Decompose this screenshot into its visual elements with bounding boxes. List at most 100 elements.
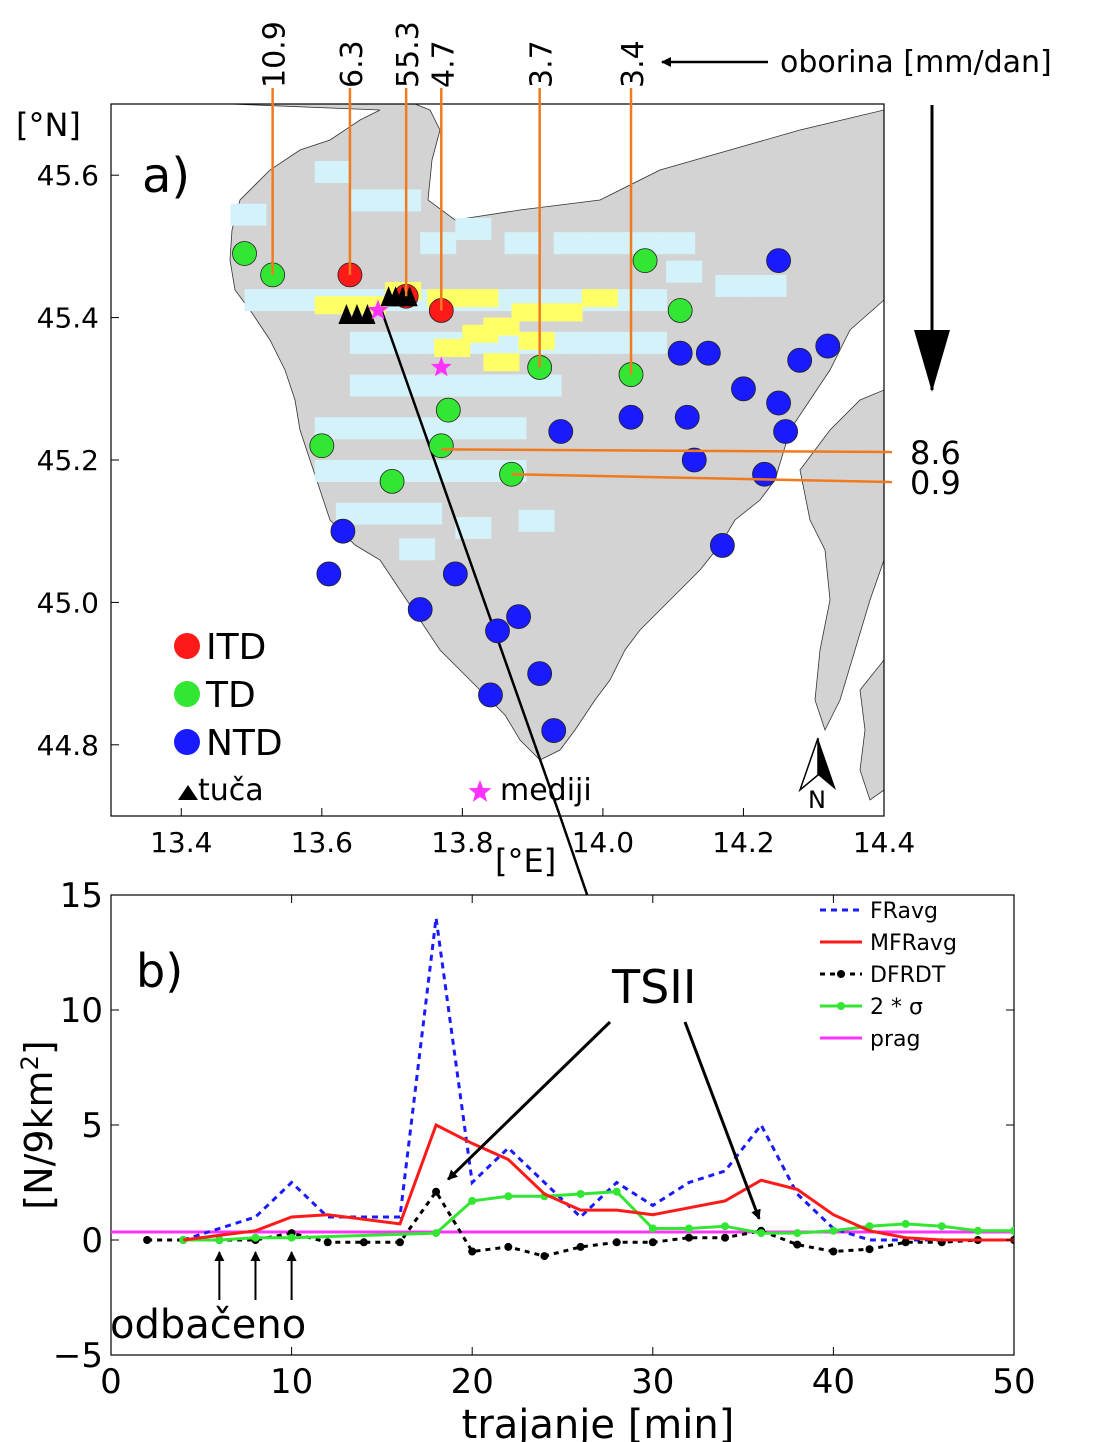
ntd-station xyxy=(787,347,813,373)
td-stations xyxy=(232,241,693,494)
map-x-tick-label: 13.6 xyxy=(291,826,353,859)
precip-light-cell xyxy=(455,217,492,240)
map-y-ticks: 45.6 45.4 45.2 45.0 44.8 xyxy=(37,159,119,762)
map-y-tick-label: 45.6 xyxy=(37,159,99,192)
chart-y-tick-label: 0 xyxy=(81,1221,103,1261)
odbaceno-arrows xyxy=(214,1251,297,1300)
legend-media-marker xyxy=(468,780,492,802)
north-label: N xyxy=(808,786,826,814)
map-x-tick-label: 14.2 xyxy=(712,826,774,859)
chart-y-tick-label: 15 xyxy=(60,876,103,916)
chart-x-tick-label: 50 xyxy=(992,1362,1035,1402)
precip-side-leaders xyxy=(441,448,893,484)
precip-light-cell xyxy=(490,417,527,440)
series-point-dfrdt xyxy=(468,1247,477,1256)
series-point-2 xyxy=(793,1229,802,1238)
precip-heavy-cell xyxy=(462,324,499,343)
precip-light-cell xyxy=(349,460,386,482)
map-y-tick-label: 45.2 xyxy=(37,444,99,477)
series-point-2 xyxy=(721,1222,730,1231)
precip-value-label: 55.3 xyxy=(391,21,426,88)
map-x-tick-label: 14.4 xyxy=(853,826,915,859)
series-point-2 xyxy=(612,1187,621,1196)
north-arrow: N xyxy=(798,737,836,814)
precip-title: oborina [mm/dan] xyxy=(780,45,1052,80)
hail-marker xyxy=(401,286,418,307)
chart-x-tick-label: 30 xyxy=(631,1362,674,1402)
precip-light-cell xyxy=(349,374,386,397)
ntd-station xyxy=(506,604,531,630)
hail-marker xyxy=(359,304,376,325)
legend-label: MFRavg xyxy=(870,931,957,956)
chart-y-ticks: 15 10 5 0 −5 xyxy=(53,876,1014,1376)
ntd-station xyxy=(773,419,799,444)
chart-frame xyxy=(110,894,1015,1356)
legend-ntd-label: NTD xyxy=(206,723,283,764)
series-point-dfrdt xyxy=(648,1238,657,1247)
ntd-station xyxy=(316,561,342,587)
ntd-station xyxy=(618,404,644,430)
series-point-2 xyxy=(1010,1226,1014,1235)
ntd-station xyxy=(815,333,841,359)
series-point-dfrdt xyxy=(901,1238,910,1247)
series-point-dfrdt xyxy=(865,1245,874,1254)
losinj-island xyxy=(859,659,884,801)
ntd-station xyxy=(766,248,791,274)
series-point-dfrdt xyxy=(829,1247,838,1256)
series-point-2 xyxy=(973,1226,982,1235)
map-x-tick-label: 13.4 xyxy=(150,826,212,859)
x-unit-label: [°E] xyxy=(495,842,556,880)
precip-heavy-cell xyxy=(314,296,351,315)
precip-light-cell xyxy=(490,374,527,397)
precip-light-cell xyxy=(420,374,457,397)
series-point-2 xyxy=(251,1233,260,1242)
legend-itd-label: ITD xyxy=(206,627,266,668)
precip-light-cell xyxy=(490,331,527,354)
ntd-station xyxy=(485,618,510,644)
series-point-dfrdt xyxy=(540,1252,549,1261)
precip-light-cell xyxy=(560,331,597,354)
y-unit-label: [°N] xyxy=(16,106,81,144)
series-point-dfrdt xyxy=(684,1233,693,1242)
series-point-dfrdt xyxy=(721,1233,730,1242)
chart-x-label: trajanje [min] xyxy=(462,1402,735,1442)
precip-side-leader xyxy=(441,448,893,454)
precip-light-cell xyxy=(399,538,436,561)
td-station xyxy=(309,433,335,459)
series-point-2 xyxy=(937,1222,946,1231)
precip-light-cell xyxy=(623,232,660,255)
chart-legend: FRavg MFRavg DFRDT 2 * σ prag xyxy=(820,899,957,1052)
precip-heavy-cell xyxy=(546,303,583,322)
legend-media-label: mediji xyxy=(500,773,592,808)
precip-light-cell xyxy=(314,460,351,482)
precip-light-cell xyxy=(349,189,386,212)
series-line-mfravg xyxy=(183,1122,1014,1242)
map-x-tick-label: 14.0 xyxy=(572,826,634,859)
map-y-tick-label: 45.4 xyxy=(37,302,99,335)
precip-value-label: 4.7 xyxy=(426,40,461,88)
ntd-station xyxy=(330,518,356,544)
series-point-dfrdt xyxy=(359,1238,368,1247)
down-arrow-head xyxy=(914,330,950,392)
ntd-station xyxy=(527,661,553,686)
precip-light-cell xyxy=(230,203,267,226)
chart-x-tick-label: 40 xyxy=(812,1362,855,1402)
ntd-station xyxy=(548,419,574,444)
precip-light-cell xyxy=(244,289,281,312)
map-y-tick-label: 44.8 xyxy=(37,729,99,762)
td-station xyxy=(667,298,693,323)
precip-value-label: 10.9 xyxy=(258,21,293,88)
ntd-station xyxy=(674,404,700,430)
ntd-station xyxy=(766,390,791,416)
precip-heavy-cell xyxy=(581,289,618,308)
legend-label: DFRDT xyxy=(870,963,946,988)
precip-light-cell xyxy=(349,331,386,354)
precip-light-cell xyxy=(385,417,422,440)
chart-x-ticks: 0 10 20 30 40 50 xyxy=(100,895,1036,1402)
series-point-2 xyxy=(468,1196,477,1205)
precip-light-cell xyxy=(455,417,492,440)
legend-td-marker xyxy=(174,681,200,707)
precip-side-value: 8.6 xyxy=(910,434,961,472)
precip-side-labels: 8.60.9 xyxy=(910,434,961,502)
